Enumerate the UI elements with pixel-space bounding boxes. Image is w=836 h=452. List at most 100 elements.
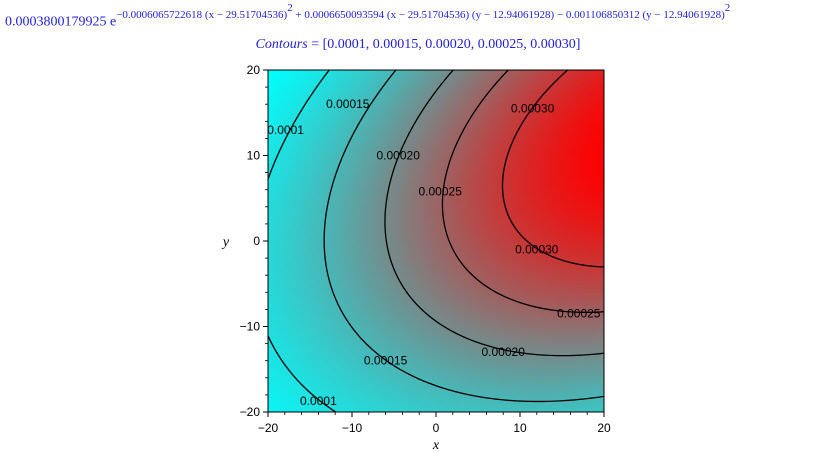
- heatmap-cell: [400, 396, 405, 401]
- heatmap-cell: [460, 221, 465, 226]
- heatmap-cell: [448, 101, 453, 107]
- heatmap-cell: [308, 125, 313, 131]
- heatmap-cell: [300, 189, 305, 194]
- heatmap-cell: [396, 356, 401, 361]
- heatmap-cell: [296, 284, 301, 290]
- heatmap-cell: [468, 141, 473, 147]
- heatmap-cell: [424, 316, 429, 322]
- heatmap-cell: [292, 396, 297, 401]
- heatmap-cell: [412, 133, 417, 139]
- heatmap-cell: [336, 213, 341, 218]
- heatmap-cell: [344, 225, 349, 230]
- heatmap-cell: [476, 276, 481, 282]
- heatmap-cell: [436, 161, 441, 167]
- heatmap-cell: [448, 408, 453, 412]
- heatmap-cell: [356, 284, 361, 290]
- heatmap-cell: [480, 201, 485, 206]
- heatmap-cell: [380, 177, 385, 182]
- heatmap-cell: [312, 173, 317, 178]
- heatmap-cell: [468, 272, 473, 278]
- heatmap-cell: [408, 332, 413, 338]
- heatmap-cell: [292, 252, 297, 258]
- heatmap-cell: [376, 356, 381, 361]
- heatmap-cell: [464, 101, 469, 107]
- heatmap-cell: [424, 93, 429, 99]
- heatmap-cell: [400, 117, 405, 123]
- heatmap-cell: [388, 276, 393, 282]
- heatmap-cell: [432, 404, 437, 409]
- heatmap-cell: [320, 308, 325, 314]
- heatmap-cell: [304, 320, 309, 326]
- heatmap-cell: [400, 141, 405, 147]
- heatmap-cell: [424, 372, 429, 377]
- heatmap-cell: [448, 137, 453, 143]
- heatmap-cell: [328, 404, 333, 409]
- heatmap-cell: [428, 185, 433, 190]
- heatmap-cell: [432, 229, 437, 234]
- heatmap-cell: [464, 89, 469, 95]
- heatmap-cell: [328, 252, 333, 258]
- heatmap-cell: [272, 225, 277, 230]
- heatmap-cell: [452, 260, 457, 266]
- heatmap-cell: [480, 328, 485, 334]
- heatmap-cell: [432, 352, 437, 357]
- heatmap-cell: [296, 344, 301, 349]
- heatmap-cell: [484, 268, 489, 274]
- heatmap-cell: [472, 384, 477, 389]
- heatmap-cell: [296, 70, 301, 75]
- heatmap-cell: [492, 260, 497, 266]
- heatmap-cell: [368, 360, 373, 365]
- heatmap-cell: [452, 117, 457, 123]
- heatmap-cell: [396, 252, 401, 258]
- heatmap-cell: [412, 384, 417, 389]
- heatmap-cell: [416, 348, 421, 353]
- heatmap-cell: [324, 70, 329, 75]
- heatmap-cell: [456, 376, 461, 381]
- heatmap-cell: [492, 181, 497, 186]
- heatmap-cell: [460, 165, 465, 171]
- heatmap-cell: [324, 332, 329, 338]
- heatmap-cell: [420, 380, 425, 385]
- heatmap-cell: [288, 113, 293, 119]
- heatmap-cell: [300, 404, 305, 409]
- heatmap-cell: [392, 388, 397, 393]
- heatmap-cell: [328, 149, 333, 155]
- heatmap-cell: [400, 77, 405, 83]
- heatmap-cell: [496, 264, 501, 270]
- heatmap-cell: [412, 189, 417, 194]
- heatmap-cell: [388, 364, 393, 369]
- heatmap-cell: [304, 268, 309, 274]
- heatmap-cell: [376, 364, 381, 369]
- heatmap-cell: [400, 392, 405, 397]
- heatmap-cell: [412, 368, 417, 373]
- heatmap-cell: [296, 213, 301, 218]
- heatmap-cell: [396, 205, 401, 210]
- heatmap-cell: [348, 225, 353, 230]
- heatmap-cell: [284, 296, 289, 302]
- heatmap-cell: [304, 173, 309, 178]
- heatmap-cell: [460, 217, 465, 222]
- heatmap-cell: [352, 404, 357, 409]
- heatmap-cell: [320, 70, 325, 75]
- heatmap-cell: [308, 165, 313, 171]
- heatmap-cell: [476, 197, 481, 202]
- heatmap-cell: [328, 225, 333, 230]
- heatmap-cell: [484, 292, 489, 298]
- heatmap-cell: [480, 109, 485, 115]
- heatmap-cell: [448, 77, 453, 83]
- heatmap-cell: [376, 137, 381, 143]
- heatmap-cell: [276, 276, 281, 282]
- heatmap-cell: [484, 237, 489, 242]
- heatmap-cell: [280, 169, 285, 174]
- heatmap-cell: [392, 384, 397, 389]
- heatmap-cell: [408, 77, 413, 83]
- heatmap-cell: [336, 320, 341, 326]
- heatmap-cell: [360, 256, 365, 262]
- heatmap-cell: [428, 117, 433, 123]
- heatmap-cell: [288, 173, 293, 178]
- heatmap-cell: [360, 268, 365, 274]
- heatmap-cell: [364, 173, 369, 178]
- heatmap-cell: [268, 324, 273, 330]
- heatmap-cell: [316, 340, 321, 345]
- heatmap-cell: [356, 352, 361, 357]
